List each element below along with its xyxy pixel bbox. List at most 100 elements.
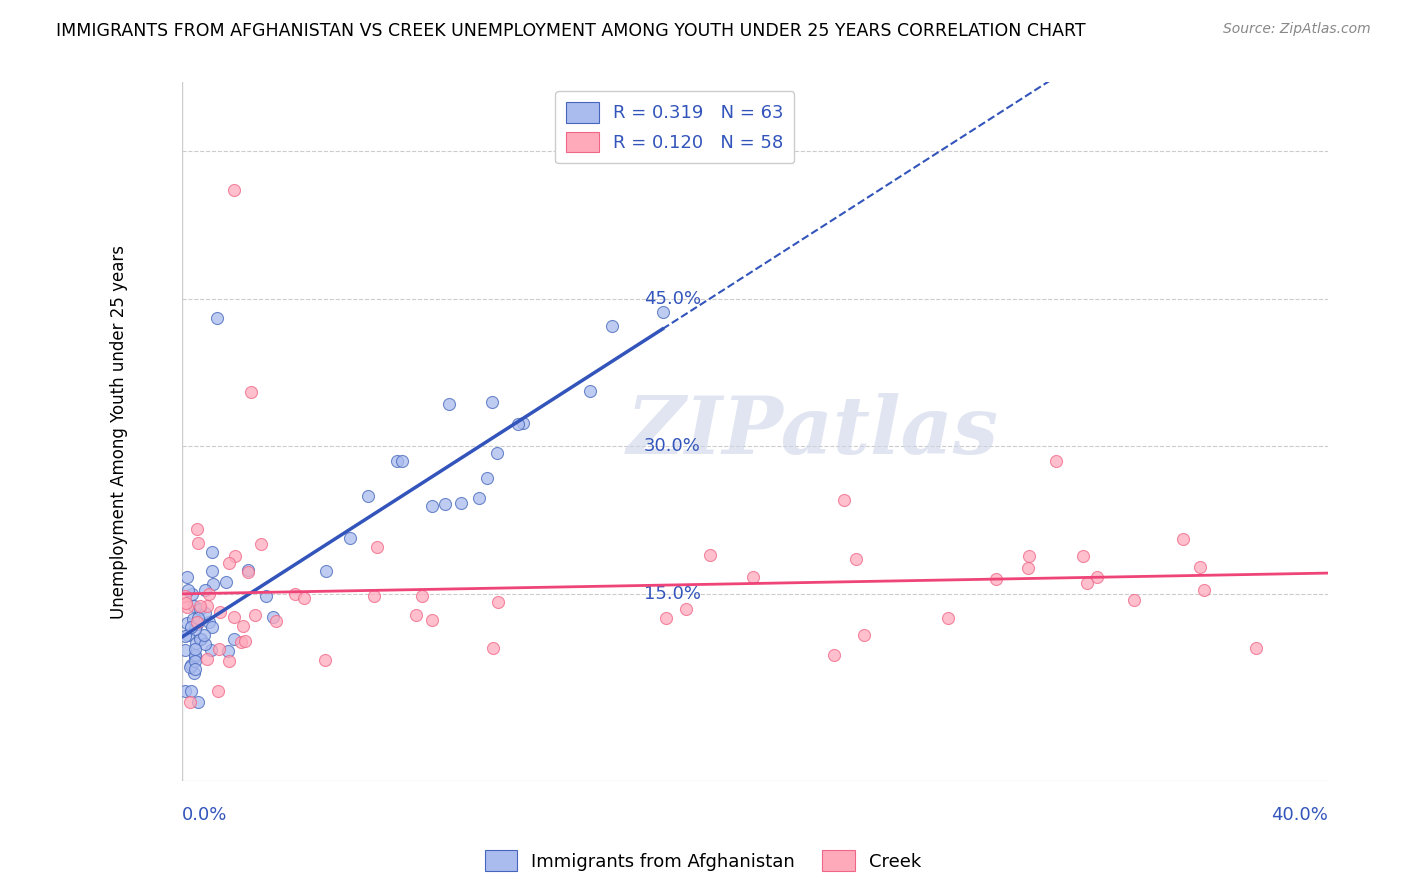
Point	[201, 545, 224, 559]
Point	[482, 640, 505, 655]
Point	[208, 605, 231, 619]
Point	[506, 417, 529, 432]
Point	[450, 496, 472, 510]
Text: 0.0%: 0.0%	[183, 806, 228, 824]
Point	[174, 629, 197, 643]
Point	[222, 632, 245, 647]
Point	[200, 643, 222, 657]
Point	[176, 600, 198, 615]
Point	[194, 607, 217, 621]
Point	[218, 654, 240, 668]
Point	[391, 454, 413, 468]
Point	[315, 564, 337, 578]
Point	[1188, 560, 1211, 574]
Point	[1122, 592, 1144, 607]
Point	[217, 644, 239, 658]
Point	[1244, 641, 1267, 656]
Point	[181, 612, 204, 626]
Point	[186, 617, 208, 632]
Point	[183, 666, 205, 681]
Point	[177, 582, 200, 597]
Point	[229, 634, 252, 648]
Point	[405, 607, 427, 622]
Point	[195, 652, 218, 666]
Text: 30.0%: 30.0%	[644, 437, 700, 456]
Point	[845, 552, 868, 566]
Text: 45.0%: 45.0%	[644, 290, 702, 308]
Point	[222, 609, 245, 624]
Point	[292, 591, 315, 606]
Point	[188, 632, 211, 646]
Point	[1018, 549, 1040, 563]
Point	[176, 570, 198, 584]
Point	[233, 633, 256, 648]
Point	[218, 556, 240, 570]
Point	[699, 549, 721, 563]
Point	[174, 590, 197, 604]
Point	[420, 499, 443, 513]
Point	[184, 654, 207, 668]
Point	[262, 610, 284, 624]
Text: 40.0%: 40.0%	[1271, 806, 1327, 824]
Point	[184, 641, 207, 656]
Point	[1076, 576, 1098, 591]
Point	[238, 563, 260, 577]
Legend: Immigrants from Afghanistan, Creek: Immigrants from Afghanistan, Creek	[477, 843, 929, 879]
Point	[187, 696, 209, 710]
Point	[266, 614, 288, 628]
Text: Source: ZipAtlas.com: Source: ZipAtlas.com	[1223, 22, 1371, 37]
Point	[201, 620, 224, 634]
Point	[675, 602, 697, 616]
Point	[195, 599, 218, 614]
Point	[363, 590, 385, 604]
Point	[215, 574, 238, 589]
Point	[240, 385, 263, 400]
Point	[468, 491, 491, 506]
Point	[207, 683, 229, 698]
Point	[194, 583, 217, 598]
Point	[236, 565, 259, 579]
Point	[250, 537, 273, 551]
Point	[184, 622, 207, 636]
Point	[1192, 582, 1215, 597]
Point	[832, 492, 855, 507]
Point	[481, 395, 503, 409]
Point	[180, 684, 202, 698]
Point	[176, 615, 198, 630]
Point	[314, 653, 336, 667]
Text: ZIPatlas: ZIPatlas	[626, 392, 998, 470]
Point	[411, 589, 433, 603]
Point	[194, 637, 217, 651]
Text: 60.0%: 60.0%	[644, 142, 700, 160]
Point	[174, 596, 197, 610]
Point	[655, 611, 678, 625]
Point	[357, 489, 380, 503]
Point	[179, 696, 201, 710]
Point	[284, 587, 307, 601]
Point	[651, 304, 673, 318]
Point	[823, 648, 845, 662]
Point	[1085, 570, 1108, 584]
Point	[180, 620, 202, 634]
Point	[184, 636, 207, 650]
Point	[197, 587, 219, 601]
Point	[186, 522, 208, 536]
Point	[486, 595, 509, 609]
Point	[198, 615, 221, 629]
Point	[222, 183, 245, 197]
Point	[984, 572, 1007, 586]
Point	[578, 384, 600, 398]
Point	[207, 641, 229, 656]
Point	[184, 649, 207, 664]
Point	[486, 446, 509, 460]
Legend: R = 0.319   N = 63, R = 0.120   N = 58: R = 0.319 N = 63, R = 0.120 N = 58	[555, 91, 794, 163]
Point	[339, 531, 361, 545]
Point	[477, 470, 499, 484]
Point	[181, 587, 204, 601]
Point	[190, 632, 212, 646]
Point	[1073, 549, 1095, 563]
Point	[512, 416, 534, 430]
Point	[187, 611, 209, 625]
Point	[420, 613, 443, 627]
Point	[174, 642, 197, 657]
